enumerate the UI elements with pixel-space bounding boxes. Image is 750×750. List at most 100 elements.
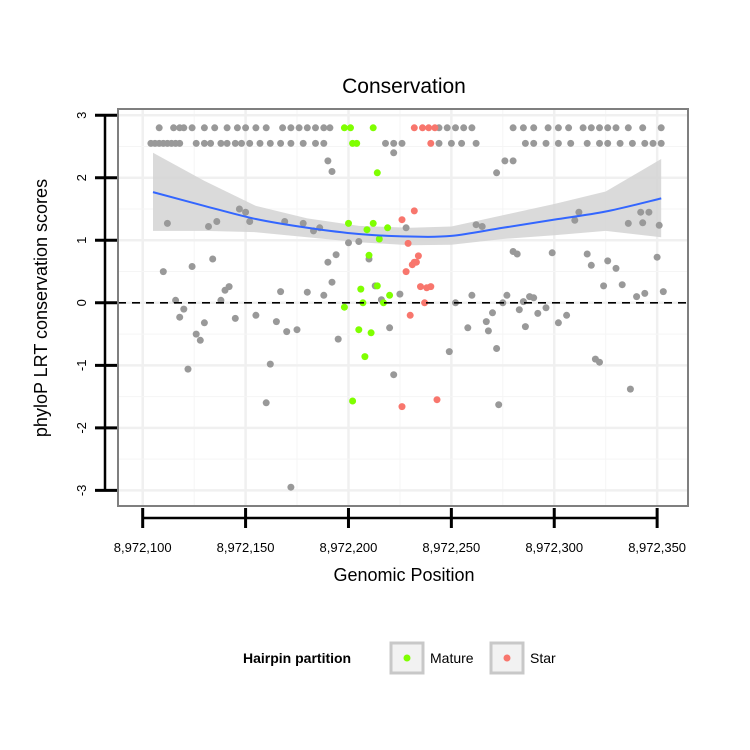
point-other: [519, 298, 527, 306]
y-tick-label: 2: [74, 174, 89, 181]
y-tick-label: 0: [74, 299, 89, 306]
point-other: [495, 401, 503, 409]
point-other: [513, 250, 521, 258]
point-other: [324, 157, 332, 165]
legend-marker-star: [503, 654, 511, 662]
point-other: [225, 283, 233, 291]
point-other: [355, 238, 363, 245]
point-other: [320, 291, 328, 299]
point-other: [345, 239, 352, 247]
point-other: [604, 257, 612, 265]
point-other: [287, 139, 295, 147]
point-other: [238, 139, 245, 147]
point-mature: [363, 226, 371, 234]
point-mature: [365, 251, 373, 259]
point-other: [587, 261, 595, 269]
point-other: [583, 139, 591, 147]
data-points: [118, 124, 688, 491]
point-other: [493, 169, 501, 177]
point-other: [231, 139, 239, 147]
point-other: [503, 291, 511, 299]
point-other: [170, 124, 178, 132]
point-other: [200, 139, 208, 147]
point-other: [328, 168, 336, 175]
axes: 8,972,100 8,972,150 8,972,200 8,972,250 8,97…: [74, 108, 689, 555]
point-other: [390, 149, 398, 157]
x-tick-label: 8,972,300: [525, 540, 583, 555]
x-tick-label: 8,972,350: [628, 540, 686, 555]
point-other: [272, 318, 280, 326]
point-other: [303, 124, 311, 132]
point-other: [554, 124, 562, 132]
point-other: [612, 124, 620, 132]
point-other: [484, 327, 492, 335]
point-other: [266, 360, 274, 368]
point-other: [657, 139, 665, 147]
point-other: [180, 305, 188, 313]
point-other: [279, 124, 287, 132]
point-other: [575, 208, 583, 216]
point-mature: [369, 219, 377, 227]
point-other: [624, 124, 632, 132]
chart-title: Conservation: [342, 75, 466, 98]
point-mature: [353, 139, 361, 147]
point-other: [443, 124, 451, 132]
point-other: [262, 399, 270, 407]
point-star: [402, 268, 410, 276]
point-other: [396, 290, 404, 298]
point-other: [176, 139, 184, 147]
point-star: [421, 299, 429, 307]
point-star: [410, 207, 418, 215]
point-other: [600, 282, 608, 290]
x-tick-label: 8,972,250: [422, 540, 480, 555]
y-tick-label: -3: [74, 485, 89, 497]
point-other: [472, 221, 480, 229]
point-other: [242, 124, 250, 132]
point-mature: [361, 353, 369, 361]
point-other: [211, 124, 219, 132]
point-other: [382, 139, 389, 147]
plot-panel: [118, 109, 688, 506]
point-other: [641, 289, 649, 297]
point-other: [460, 124, 468, 132]
point-mature: [357, 285, 365, 293]
point-other: [515, 306, 523, 314]
point-other: [163, 219, 171, 227]
point-other: [312, 124, 319, 132]
point-star: [412, 258, 420, 266]
point-other: [217, 139, 225, 147]
point-other: [209, 255, 217, 263]
x-axis-label: Genomic Position: [333, 565, 474, 585]
point-mature: [375, 235, 383, 243]
point-other: [223, 124, 231, 132]
point-other: [567, 139, 575, 147]
y-axis-label: phyloP LRT conservation scores: [31, 179, 51, 437]
point-other: [554, 319, 562, 327]
point-other: [596, 124, 603, 132]
point-other: [542, 304, 550, 312]
point-other: [320, 139, 328, 147]
point-other: [509, 124, 517, 132]
point-other: [571, 216, 579, 224]
point-other: [192, 330, 200, 338]
point-other: [452, 124, 459, 132]
point-other: [468, 291, 476, 299]
point-other: [287, 483, 295, 491]
smooth-line: [152, 191, 662, 238]
point-other: [649, 139, 657, 147]
point-other: [458, 139, 466, 147]
point-other: [277, 139, 285, 147]
point-other: [192, 139, 200, 147]
point-other: [180, 124, 188, 132]
point-other: [612, 264, 620, 272]
point-other: [519, 124, 527, 132]
point-other: [246, 218, 254, 225]
point-other: [402, 224, 410, 232]
point-star: [398, 216, 406, 224]
x-tick-label: 8,972,150: [217, 540, 275, 555]
point-other: [472, 139, 480, 147]
point-other: [299, 219, 307, 227]
point-other: [548, 249, 556, 257]
point-other: [633, 293, 641, 301]
